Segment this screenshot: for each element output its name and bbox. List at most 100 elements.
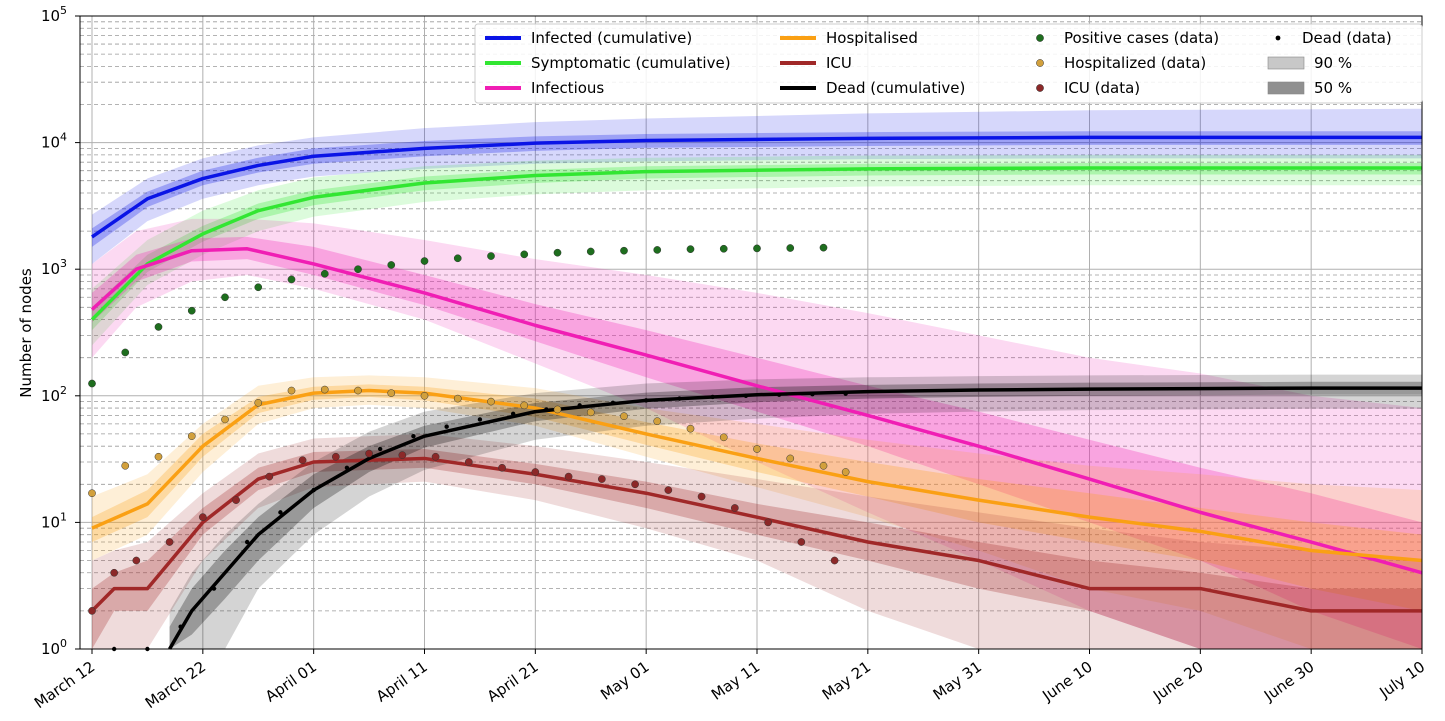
data-point-8-4 bbox=[198, 513, 207, 522]
band-band50-0 bbox=[92, 131, 1422, 247]
data-point-7-2 bbox=[154, 452, 163, 461]
legend: Infected (cumulative) Symptomatic (cumula… bbox=[474, 23, 1423, 104]
legend-marker bbox=[1036, 84, 1044, 92]
series-line-1 bbox=[90, 166, 1422, 321]
data-point-6-13 bbox=[520, 250, 529, 259]
data-point-9-19 bbox=[743, 393, 749, 398]
data-point-6-17 bbox=[653, 246, 662, 254]
data-point-7-22 bbox=[819, 461, 828, 470]
band-band90-3 bbox=[92, 375, 1422, 649]
series-line-4 bbox=[90, 456, 1422, 613]
band-band50-4 bbox=[92, 448, 1422, 649]
y-tick-label: 100 bbox=[41, 637, 67, 658]
data-point-7-11 bbox=[453, 394, 462, 403]
data-point-6-9 bbox=[387, 261, 396, 269]
legend-label: Infected (cumulative) bbox=[531, 29, 692, 47]
data-point-6-20 bbox=[753, 244, 761, 253]
data-point-7-8 bbox=[354, 386, 362, 395]
legend-label: 50 % bbox=[1314, 79, 1352, 97]
data-point-7-15 bbox=[586, 408, 595, 417]
data-point-8-9 bbox=[365, 449, 373, 458]
series-line-5 bbox=[168, 386, 1422, 650]
data-point-9-11 bbox=[477, 417, 483, 422]
data-point-7-18 bbox=[686, 424, 695, 433]
data-point-6-4 bbox=[221, 293, 229, 302]
data-point-6-2 bbox=[154, 323, 163, 331]
confidence-bands bbox=[92, 108, 1422, 649]
data-point-9-16 bbox=[643, 398, 649, 403]
data-point-9-15 bbox=[610, 400, 616, 406]
data-point-9-9 bbox=[411, 433, 416, 439]
data-point-6-0 bbox=[88, 379, 96, 388]
data-point-7-14 bbox=[553, 405, 562, 414]
data-point-6-1 bbox=[121, 348, 130, 357]
data-point-8-18 bbox=[664, 486, 673, 494]
data-point-9-4 bbox=[244, 539, 250, 545]
data-point-7-17 bbox=[653, 417, 662, 426]
data-point-6-8 bbox=[354, 265, 362, 274]
legend-label: Hospitalised bbox=[826, 29, 918, 47]
data-point-8-13 bbox=[498, 463, 506, 472]
data-point-7-9 bbox=[387, 389, 396, 397]
data-point-7-12 bbox=[487, 397, 495, 406]
data-point-9-14 bbox=[577, 403, 582, 408]
legend-band-swatch bbox=[1267, 81, 1305, 95]
data-point-7-3 bbox=[187, 432, 196, 441]
legend-label: Dead (cumulative) bbox=[826, 79, 965, 97]
data-point-6-21 bbox=[786, 244, 795, 252]
data-point-7-20 bbox=[753, 445, 761, 453]
data-point-7-1 bbox=[121, 461, 130, 470]
plot-frame bbox=[79, 15, 1423, 650]
data-point-9-7 bbox=[344, 465, 350, 470]
data-point-9-13 bbox=[544, 407, 549, 412]
y-tick-label: 102 bbox=[41, 384, 67, 405]
series-line-3 bbox=[91, 388, 1423, 563]
y-tick-label: 101 bbox=[41, 510, 67, 531]
data-point-8-8 bbox=[331, 452, 340, 461]
data-point-6-18 bbox=[686, 245, 695, 254]
data-point-8-5 bbox=[232, 496, 240, 504]
data-point-6-3 bbox=[187, 306, 196, 315]
data-point-9-21 bbox=[810, 391, 815, 397]
data-point-8-0 bbox=[88, 607, 96, 615]
data-point-9-18 bbox=[710, 394, 715, 400]
data-point-7-5 bbox=[254, 398, 263, 407]
data-point-9-3 bbox=[211, 586, 217, 591]
data-point-7-16 bbox=[620, 412, 628, 421]
data-point-7-19 bbox=[719, 433, 728, 442]
legend-label: Infectious bbox=[531, 79, 604, 97]
y-tick-label: 105 bbox=[41, 4, 67, 25]
data-point-9-5 bbox=[278, 510, 283, 515]
band-band90-4 bbox=[92, 433, 1422, 649]
legend-label: Hospitalized (data) bbox=[1064, 54, 1206, 72]
legend-label: Dead (data) bbox=[1302, 29, 1392, 47]
data-point-6-15 bbox=[586, 247, 595, 256]
data-point-8-6 bbox=[265, 472, 274, 481]
legend-band-swatch bbox=[1267, 56, 1305, 70]
data-point-6-11 bbox=[453, 254, 462, 263]
legend-label: ICU (data) bbox=[1064, 79, 1140, 97]
data-point-9-6 bbox=[311, 487, 316, 493]
legend-label: 90 % bbox=[1314, 54, 1352, 72]
data-point-9-12 bbox=[510, 411, 516, 417]
data-point-7-10 bbox=[420, 391, 429, 400]
data-point-8-22 bbox=[797, 538, 806, 546]
data-point-8-21 bbox=[764, 518, 772, 527]
data-point-7-4 bbox=[221, 415, 229, 424]
data-point-8-2 bbox=[132, 556, 141, 565]
band-band90-2 bbox=[92, 218, 1422, 649]
data-point-6-19 bbox=[719, 244, 728, 253]
data-point-8-10 bbox=[398, 451, 407, 459]
data-point-9-22 bbox=[843, 391, 848, 396]
data-point-6-16 bbox=[620, 246, 628, 255]
data-point-6-22 bbox=[819, 243, 828, 252]
data-point-9-20 bbox=[776, 392, 782, 397]
legend-box bbox=[474, 23, 1423, 104]
y-axis-label: Number of nodes bbox=[17, 268, 35, 398]
data-point-7-7 bbox=[320, 385, 329, 394]
data-point-7-0 bbox=[88, 489, 96, 498]
data-point-8-12 bbox=[464, 458, 473, 466]
data-point-9-17 bbox=[677, 396, 682, 401]
data-point-6-6 bbox=[287, 275, 296, 284]
legend-marker bbox=[1036, 59, 1044, 67]
